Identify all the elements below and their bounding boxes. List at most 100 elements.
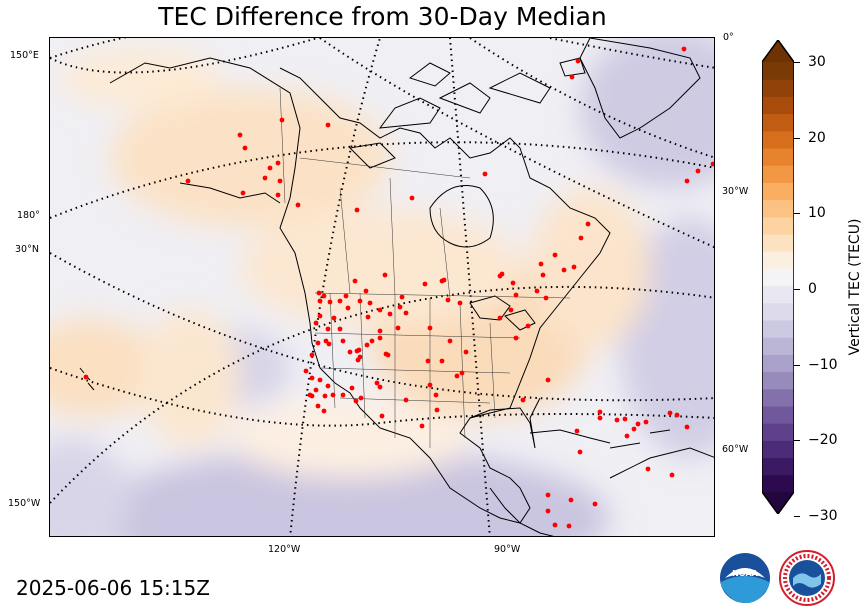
colorbar-tick-label: −30 (808, 508, 838, 524)
station-marker (482, 171, 488, 177)
colorbar-band (762, 251, 794, 269)
station-marker (540, 272, 546, 278)
coastlines (79, 38, 714, 536)
station-marker (358, 395, 364, 401)
colorbar-tick-label: 10 (808, 205, 826, 222)
station-marker (316, 290, 322, 296)
station-marker (543, 295, 549, 301)
station-marker (561, 267, 567, 273)
colorbar-band (762, 62, 794, 80)
station-marker (317, 377, 323, 383)
station-marker (513, 335, 519, 341)
station-marker (321, 293, 327, 299)
station-marker (315, 403, 321, 409)
station-marker (237, 132, 243, 138)
station-marker (684, 424, 690, 430)
colorbar-band (762, 268, 794, 287)
station-marker (545, 492, 551, 498)
station-marker (622, 416, 628, 422)
station-marker (267, 165, 273, 171)
station-marker (538, 261, 544, 267)
station-marker (566, 523, 572, 529)
station-marker (382, 272, 388, 278)
station-marker (399, 294, 405, 300)
station-marker (240, 190, 246, 196)
colorbar-tick-mark (794, 213, 800, 215)
colorbar-tick-mark (794, 440, 800, 442)
station-marker (364, 342, 370, 348)
station-marker (614, 417, 620, 423)
colorbar-tick-label: 30 (808, 54, 826, 70)
colorbar-band (762, 96, 794, 115)
colorbar-band (762, 79, 794, 97)
station-marker (552, 252, 558, 258)
colorbar-tick-label: 20 (808, 129, 826, 146)
colorbar-band (762, 216, 794, 235)
station-marker (185, 178, 191, 184)
colorbar-tick-mark (794, 62, 800, 63)
station-marker (463, 349, 469, 355)
svg-text:NOAA: NOAA (732, 569, 758, 578)
station-marker (242, 145, 248, 151)
station-marker (433, 392, 439, 398)
colorbar-band (762, 199, 794, 218)
station-marker (459, 370, 465, 376)
station-marker (383, 351, 389, 357)
station-marker (357, 298, 363, 304)
station-marker (303, 368, 309, 374)
station-marker (575, 58, 581, 64)
colorbar-band (762, 285, 794, 304)
colorbar-label: Vertical TEC (TECU) (847, 218, 863, 356)
station-marker (367, 300, 373, 306)
station-marker (352, 278, 358, 284)
station-marker (331, 315, 337, 321)
political-borders (279, 87, 571, 448)
colorbar-tick-label: 0 (808, 281, 817, 297)
station-marker (545, 508, 551, 514)
station-marker (355, 357, 361, 363)
colorbar-tick-mark (794, 364, 800, 366)
station-marker (545, 377, 551, 383)
colorbar-band (762, 182, 794, 201)
station-marker (434, 407, 440, 413)
lon-label-120w: 120°W (268, 544, 301, 555)
station-marker (322, 393, 328, 399)
station-marker (419, 423, 425, 429)
colorbar-bands (762, 40, 794, 514)
colorbar-band (762, 457, 794, 476)
station-marker (353, 398, 359, 404)
station-marker (441, 277, 447, 283)
station-marker (427, 382, 433, 388)
station-marker (327, 299, 333, 305)
station-marker (425, 358, 431, 364)
lon-label-150e: 150°E (10, 50, 39, 61)
station-marker (571, 264, 577, 270)
colorbar (762, 40, 794, 514)
station-marker (578, 235, 584, 241)
station-marker (313, 387, 319, 393)
station-marker (275, 192, 281, 198)
station-marker (597, 409, 603, 415)
station-marker (635, 421, 641, 427)
tec-map-canvas (50, 38, 714, 536)
station-marker (262, 175, 268, 181)
station-marker (457, 300, 463, 306)
station-marker (309, 352, 315, 358)
station-marker (447, 338, 453, 344)
station-marker (374, 380, 380, 386)
colorbar-band (762, 423, 794, 441)
station-marker (337, 298, 343, 304)
station-marker (309, 393, 315, 399)
colorbar-band (762, 388, 794, 407)
colorbar-band (762, 320, 794, 338)
chart-title: TEC Difference from 30-Day Median (158, 2, 607, 31)
station-marker (667, 410, 673, 416)
station-marker (669, 472, 675, 478)
colorbar-band (762, 165, 794, 183)
station-marker (279, 117, 285, 123)
station-marker (347, 349, 353, 355)
station-marker (624, 433, 630, 439)
station-marker (377, 384, 383, 390)
station-marker (552, 522, 558, 528)
lon-label-0: 0° (723, 32, 734, 43)
